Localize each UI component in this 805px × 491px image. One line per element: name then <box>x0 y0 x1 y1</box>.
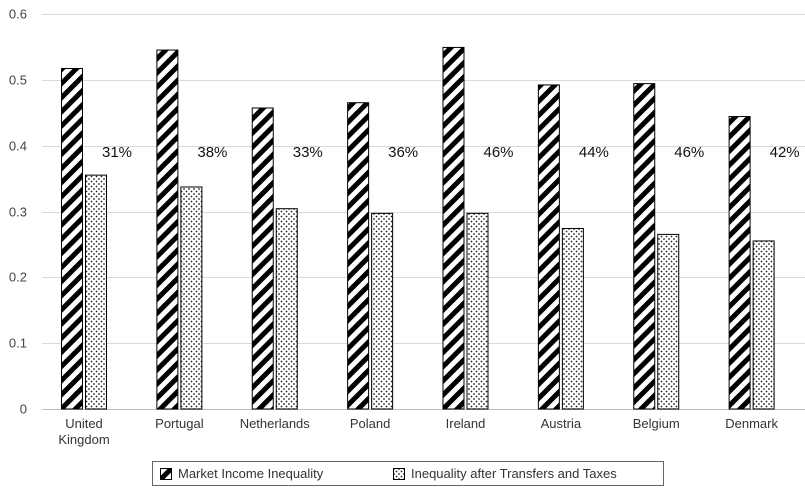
legend-label-market-income: Market Income Inequality <box>178 466 324 481</box>
bars <box>61 46 775 410</box>
percentage-label: 46% <box>674 144 704 161</box>
bar-after-transfers <box>561 227 584 410</box>
bar-market-income <box>251 107 274 410</box>
legend-box <box>152 461 664 486</box>
category-label: Belgium <box>633 416 680 431</box>
bar-after-transfers <box>371 212 394 410</box>
category-label: Poland <box>350 416 390 431</box>
category-label: Austria <box>541 416 582 431</box>
category-label: Portugal <box>155 416 204 431</box>
bar-market-income <box>156 49 179 410</box>
percentage-label: 31% <box>102 144 132 161</box>
bar-after-transfers <box>466 212 489 410</box>
category-label: United <box>65 416 103 431</box>
bar-market-income <box>633 83 656 410</box>
bar-after-transfers <box>657 233 680 410</box>
bar-after-transfers <box>275 208 298 410</box>
bar-after-transfers <box>85 174 107 410</box>
legend-swatch-after-transfers <box>393 468 405 480</box>
legend-label-after-transfers: Inequality after Transfers and Taxes <box>411 466 617 481</box>
percentage-label: 33% <box>293 144 323 161</box>
bar-market-income <box>347 102 370 410</box>
percentage-label: 38% <box>197 144 227 161</box>
category-label: Kingdom <box>58 432 109 447</box>
percentage-label: 36% <box>388 144 418 161</box>
y-tick-label: 0.3 <box>9 205 27 220</box>
y-axis-ticks: 0 0.1 0.2 0.3 0.4 0.5 0.6 <box>9 7 27 417</box>
y-tick-label: 0.5 <box>9 73 27 88</box>
bar-after-transfers <box>752 240 775 410</box>
category-label: Netherlands <box>240 416 311 431</box>
y-tick-label: 0.4 <box>9 139 27 154</box>
bar-market-income <box>442 46 465 410</box>
bar-market-income <box>728 116 751 410</box>
y-tick-label: 0.6 <box>9 7 27 22</box>
category-label: Denmark <box>725 416 778 431</box>
y-tick-label: 0.2 <box>9 270 27 285</box>
percentage-annotations: 31% 38% 33% 36% 46% 44% 46% 42% <box>102 144 800 161</box>
bar-market-income <box>537 84 560 410</box>
bar-market-income <box>61 67 83 410</box>
bar-after-transfers <box>180 186 203 410</box>
category-label: Ireland <box>446 416 486 431</box>
percentage-label: 44% <box>579 144 609 161</box>
legend-swatch-market-income <box>160 468 172 480</box>
y-tick-label: 0 <box>20 402 27 417</box>
percentage-label: 46% <box>483 144 513 161</box>
legend: Market Income Inequality Inequality afte… <box>152 461 664 486</box>
y-tick-label: 0.1 <box>9 336 27 351</box>
percentage-label: 42% <box>770 144 800 161</box>
